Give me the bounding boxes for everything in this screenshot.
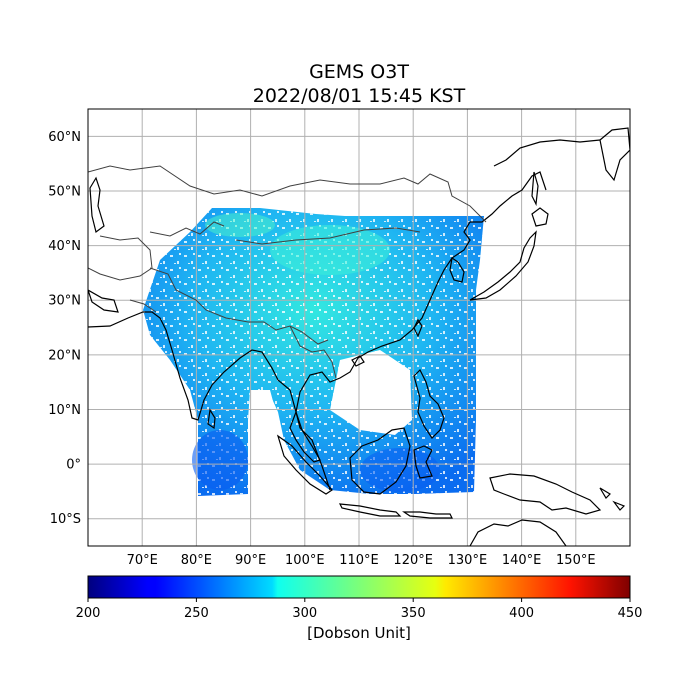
- bay-data-gap: [252, 390, 282, 470]
- coast-caspian: [89, 176, 105, 234]
- lon-tick-label: 150°E: [556, 553, 596, 568]
- title-line-1: GEMS O3T: [309, 61, 409, 83]
- coast-philippines: [413, 368, 445, 439]
- border-central-asia: [149, 221, 225, 237]
- graticule: [88, 109, 630, 546]
- ozone-patch-borneo: [360, 448, 440, 492]
- lat-tick-label: 40°N: [48, 239, 81, 254]
- coast-malay: [289, 410, 321, 463]
- border-china-mongolia: [235, 227, 421, 245]
- lon-tick-label: 70°E: [127, 553, 158, 568]
- coastlines: [88, 127, 630, 546]
- lon-tick-label: 80°E: [181, 553, 212, 568]
- coast-hokkaido: [531, 207, 549, 227]
- title-line-2: 2022/08/01 15:45 KST: [253, 85, 466, 107]
- colorbar-tick-label: 200: [76, 606, 101, 621]
- colorbar-tick-label: 400: [509, 606, 534, 621]
- coast-japan: [469, 230, 537, 301]
- lat-tick-label: 10°N: [48, 403, 81, 418]
- coast-east-asia: [295, 171, 547, 413]
- coast-south-asia: [88, 311, 331, 491]
- lon-tick-label: 100°E: [285, 553, 325, 568]
- coast-new-guinea: [489, 473, 602, 515]
- colorbar-tick-label: 450: [618, 606, 643, 621]
- coast-persian-gulf: [88, 289, 119, 313]
- coast-sakhalin: [531, 171, 539, 207]
- lat-tick-label: 60°N: [48, 130, 81, 145]
- coast-sunda-islands: [402, 511, 453, 519]
- colorbar: [87, 575, 631, 599]
- coast-java: [338, 503, 402, 517]
- coast-borneo: [349, 427, 411, 495]
- coast-taiwan: [413, 318, 423, 338]
- lat-tick-label: 0°: [66, 458, 81, 473]
- lon-tick-label: 120°E: [393, 553, 433, 568]
- colorbar-tick-label: 350: [401, 606, 426, 621]
- map-frame: [87, 108, 631, 547]
- map-area: [88, 109, 630, 546]
- coast-solomon-1: [599, 487, 611, 499]
- coast-sri-lanka: [207, 408, 216, 430]
- coast-okhotsk: [493, 139, 601, 167]
- ozone-patch-north: [270, 225, 390, 275]
- coast-australia: [469, 519, 567, 546]
- coast-solomon-2: [612, 500, 626, 511]
- lon-tick-label: 130°E: [448, 553, 488, 568]
- ozone-patch-northwest: [205, 213, 275, 237]
- colorbar-tick-label: 250: [184, 606, 209, 621]
- lon-tick-label: 140°E: [502, 553, 542, 568]
- coast-kamchatka: [599, 127, 630, 182]
- latitude-labels: 60°N 50°N 40°N 30°N 20°N 10°N 0° 10°S: [48, 130, 81, 527]
- country-borders: [88, 165, 487, 379]
- border-iran-afghan: [88, 235, 153, 281]
- lat-tick-label: 30°N: [48, 294, 81, 309]
- border-russia-south: [88, 165, 487, 223]
- border-myanmar: [301, 331, 329, 345]
- lon-tick-label: 90°E: [235, 553, 266, 568]
- coast-hainan: [351, 355, 365, 367]
- lat-tick-label: 50°N: [48, 184, 81, 199]
- lat-tick-label: 20°N: [48, 348, 81, 363]
- coast-sulawesi: [413, 445, 433, 479]
- colorbar-tick-label: 300: [292, 606, 317, 621]
- border-south-asia-himalaya: [149, 267, 303, 333]
- border-pakistan: [129, 299, 157, 313]
- ozone-patch-south-india: [192, 430, 248, 490]
- border-indochina: [289, 325, 337, 379]
- colorbar-ticks: 200 250 300 350 400 450: [76, 598, 643, 621]
- longitude-labels: 70°E 80°E 90°E 100°E 110°E 120°E 130°E 140°E 150…: [127, 553, 596, 568]
- lat-tick-label: 10°S: [50, 512, 81, 527]
- coast-sumatra: [276, 434, 333, 495]
- lon-tick-label: 110°E: [339, 553, 379, 568]
- coast-korea: [449, 256, 465, 283]
- colorbar-unit-label: [Dobson Unit]: [307, 624, 411, 642]
